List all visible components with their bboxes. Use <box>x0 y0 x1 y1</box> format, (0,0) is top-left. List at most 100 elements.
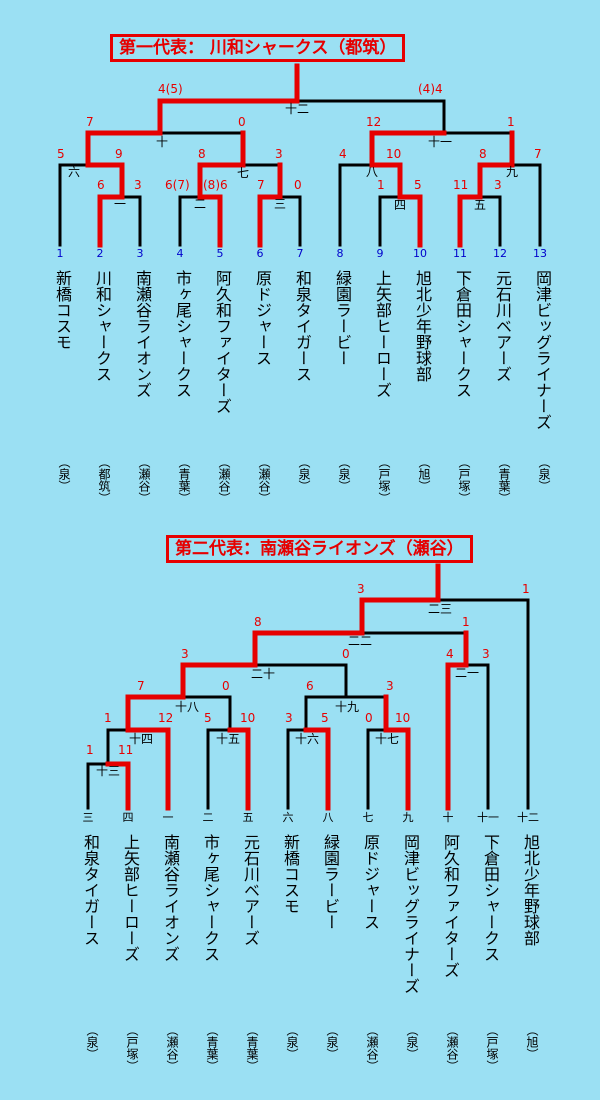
team-area: （瀬谷） <box>365 1024 379 1072</box>
score: 1 <box>522 582 530 596</box>
team-name: 元石川ベアーズ <box>241 834 260 946</box>
score: 8 <box>198 147 206 161</box>
score: 7 <box>534 147 542 161</box>
team-number: 四 <box>122 811 134 824</box>
team-area: （戸塚） <box>377 456 391 504</box>
team-name: 上矢部ヒーローズ <box>121 834 140 962</box>
winner-line <box>445 630 469 811</box>
score: 0 <box>238 115 246 129</box>
winner-line <box>227 727 251 811</box>
bracket-line <box>253 663 348 699</box>
winner-line <box>197 130 246 248</box>
team-number: 九 <box>402 811 414 824</box>
team-area: （旭） <box>525 1024 539 1060</box>
game-label: 二二 <box>347 634 372 648</box>
bracket-line <box>366 728 388 810</box>
bracket-line <box>120 195 142 247</box>
team-name: 南瀬谷ライオンズ <box>133 270 152 398</box>
winner-line <box>303 727 331 811</box>
bracket-line <box>206 728 232 810</box>
team-number: 13 <box>533 247 547 260</box>
team-name: 緑園ラービー <box>333 270 352 366</box>
score: 6 <box>97 178 105 192</box>
team-number: 三 <box>82 811 94 824</box>
team-name: 原ドジャース <box>253 270 272 366</box>
team-number: 7 <box>296 247 304 260</box>
score: 6(7) <box>165 178 190 192</box>
team-number: 11 <box>453 247 467 260</box>
game-label: 三 <box>273 197 286 211</box>
bracket-line <box>178 195 202 247</box>
score: 3 <box>386 679 394 693</box>
bracket1-title: 第一代表： 川和シャークス（都筑） <box>110 34 406 62</box>
team-number: 6 <box>256 247 264 260</box>
team-area: （泉） <box>325 1024 339 1060</box>
team-number: 2 <box>96 247 104 260</box>
score: 0 <box>294 178 302 192</box>
team-number: 五 <box>242 811 254 824</box>
team-name: 下倉田シャークス <box>453 270 472 398</box>
team-area: （青葉） <box>205 1024 219 1072</box>
score: 3 <box>285 711 293 725</box>
team-name: 岡津ビッグライナーズ <box>401 834 420 994</box>
team-number: 十 <box>442 811 454 824</box>
team-area: （青葉） <box>497 456 511 504</box>
team-area: （泉） <box>405 1024 419 1060</box>
score: 0 <box>365 711 373 725</box>
team-name: 阿久和ファイターズ <box>213 270 232 414</box>
team-number: 3 <box>136 247 144 260</box>
team-name: 南瀬谷ライオンズ <box>161 834 180 962</box>
game-label: 九 <box>505 165 518 179</box>
team-number: 1 <box>56 247 64 260</box>
team-area: （都筑） <box>97 456 111 504</box>
team-name: 下倉田シャークス <box>481 834 500 962</box>
score: 3 <box>134 178 142 192</box>
bracket-line <box>436 598 530 810</box>
score: 10 <box>386 147 402 161</box>
score: 11 <box>118 743 134 757</box>
team-name: 旭北少年野球部 <box>521 834 540 946</box>
bracket2-title: 第二代表：南瀬谷ライオンズ（瀬谷） <box>166 535 473 563</box>
team-area: （瀬谷） <box>217 456 231 504</box>
game-label: 十三 <box>95 764 120 778</box>
game-label: 十四 <box>128 732 153 746</box>
score: 3 <box>181 647 189 661</box>
score: 7 <box>257 178 265 192</box>
score: 1 <box>377 178 385 192</box>
team-name: 阿久和ファイターズ <box>441 834 460 978</box>
score: 1 <box>462 615 470 629</box>
bracket-line <box>510 163 542 247</box>
team-area: （瀬谷） <box>257 456 271 504</box>
team-area: （泉） <box>57 456 71 492</box>
game-label: 十六 <box>294 732 319 746</box>
bracket-line <box>478 195 502 247</box>
team-number: 八 <box>322 811 334 824</box>
score: 1 <box>86 743 94 757</box>
bracket-line <box>378 195 402 247</box>
score: 3 <box>494 178 502 192</box>
bracket-line <box>278 195 302 247</box>
team-number: 12 <box>493 247 507 260</box>
bracket-line <box>58 163 90 247</box>
score: 10 <box>240 711 256 725</box>
winner-line <box>105 761 131 811</box>
score: (4)4 <box>418 82 443 96</box>
score: 4 <box>446 647 454 661</box>
score: 7 <box>86 115 94 129</box>
team-name: 和泉タイガース <box>81 834 100 946</box>
score: 12 <box>366 115 382 129</box>
bracket-line <box>338 163 374 247</box>
bracket-line <box>304 695 348 732</box>
winner-line <box>369 130 447 248</box>
score: 0 <box>222 679 230 693</box>
score: 8 <box>254 615 262 629</box>
score: 3 <box>482 647 490 661</box>
team-number: 8 <box>336 247 344 260</box>
score: 1 <box>104 711 112 725</box>
team-number: 10 <box>413 247 427 260</box>
game-label: 六 <box>67 165 80 179</box>
team-area: （戸塚） <box>457 456 471 504</box>
game-label: 十二 <box>284 102 309 116</box>
game-label: 十九 <box>334 700 359 714</box>
score: 3 <box>357 582 365 596</box>
